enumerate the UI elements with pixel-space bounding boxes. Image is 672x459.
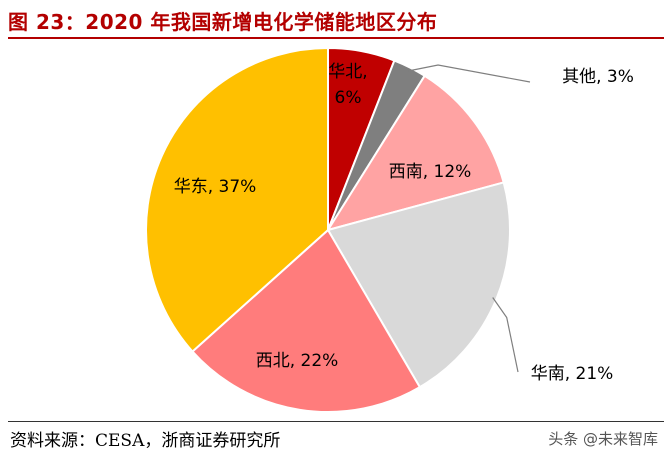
source-divider [8,421,664,422]
pie-slice-4 [326,181,511,389]
pie-slice-3 [325,74,505,232]
pie-slices [145,46,511,413]
leader-line-2 [407,64,531,83]
source-note: 资料来源：CESA，浙商证券研究所 [10,431,281,451]
slice-label-5: 西北, 22% [256,351,339,371]
slice-label-1: 华北, [328,62,367,82]
slice-label-2: 其他, 3% [562,67,634,87]
slice-labels: 华北, 6% 其他, 3% 西南, 12% 华南, 21% 西北, 22% 华东, 37% [174,62,634,384]
slice-label-1-line2: 6% [335,88,362,108]
watermark: 头条 @未来智库 [548,430,658,448]
slice-label-4: 华南, 21% [531,364,614,384]
slice-label-3: 西南, 12% [389,162,472,182]
chart-title: 图 23：2020 年我国新增电化学储能地区分布 [8,10,438,34]
pie-slice-6 [145,46,329,353]
title-divider [8,37,664,39]
leader-lines [407,64,531,373]
pie-chart: 华北, 6% 其他, 3% 西南, 12% 华南, 21% 西北, 22% 华东, 37% [145,46,634,413]
slice-label-6: 华东, 37% [174,177,257,197]
leader-line-4 [492,297,519,373]
pie-slice-5 [191,228,422,413]
